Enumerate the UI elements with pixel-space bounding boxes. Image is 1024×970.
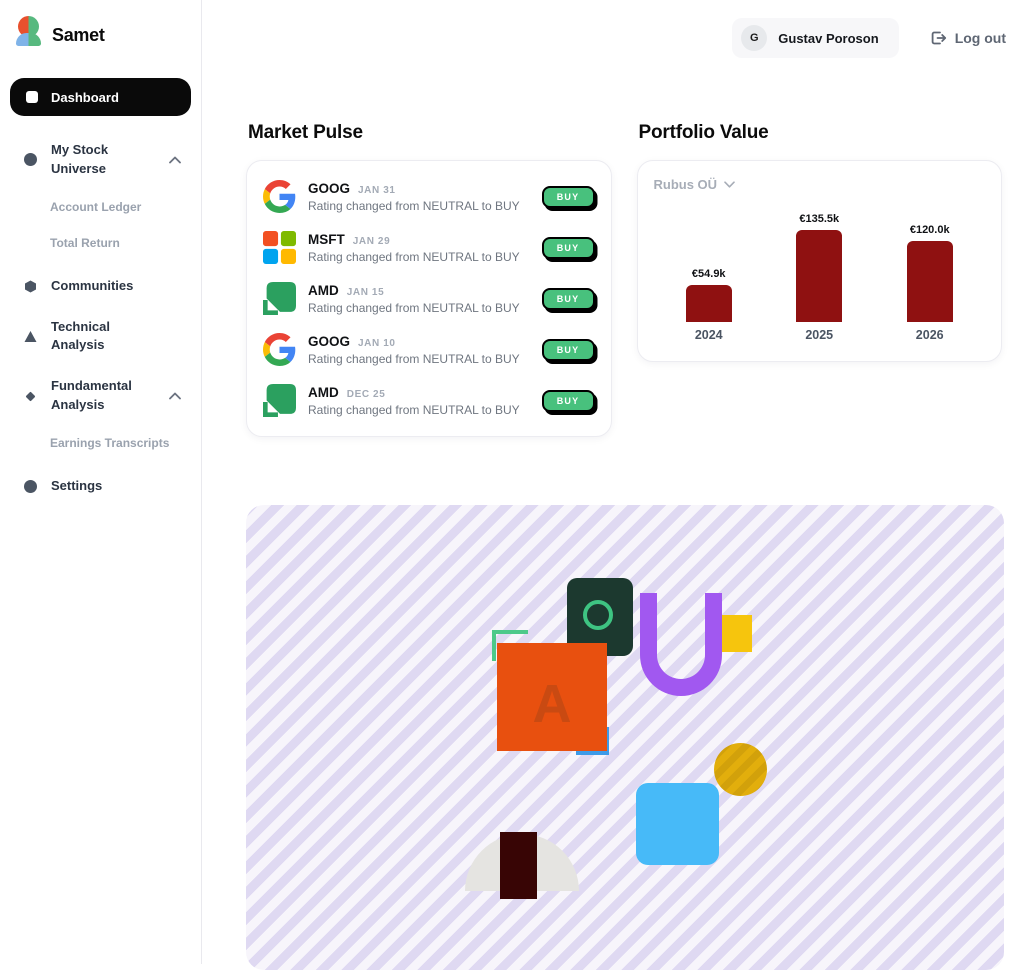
bar-2024 — [686, 285, 732, 322]
sidebar-item-label: Dashboard — [51, 90, 119, 105]
bar-category-label: 2026 — [916, 328, 944, 342]
sidebar-item-technical-analysis[interactable]: Technical Analysis — [10, 307, 191, 367]
main-content: G Gustav Poroson Log out Market Pulse — [202, 0, 1024, 964]
side-nav: Dashboard My Stock Universe Account Ledg… — [10, 78, 191, 507]
logout-icon — [929, 29, 947, 47]
gold-striped-circle — [714, 743, 767, 796]
bar-category-label: 2025 — [805, 328, 833, 342]
sidebar-item-settings[interactable]: Settings — [10, 466, 191, 507]
sidebar-item-label: My Stock Universe — [51, 141, 147, 179]
avatar: G — [741, 25, 767, 51]
buy-button[interactable]: BUY — [542, 237, 595, 259]
chevron-down-icon — [724, 181, 735, 188]
list-item: AMD JAN 15 Rating changed from NEUTRAL t… — [259, 273, 599, 324]
buy-button[interactable]: BUY — [542, 390, 595, 412]
sidebar-item-total-return[interactable]: Total Return — [10, 228, 191, 258]
circle-icon — [24, 480, 37, 493]
ticker: MSFT — [308, 232, 345, 247]
microsoft-logo-icon — [263, 231, 296, 264]
buy-button[interactable]: BUY — [542, 186, 595, 208]
google-logo-icon — [263, 180, 296, 213]
circle-icon — [24, 153, 37, 166]
topbar: G Gustav Poroson Log out — [202, 0, 1024, 64]
orange-square: A — [497, 643, 607, 751]
list-item: MSFT JAN 29 Rating changed from NEUTRAL … — [259, 222, 599, 273]
date: JAN 15 — [347, 287, 385, 298]
rating-change-text: Rating changed from NEUTRAL to BUY — [308, 301, 520, 315]
chevron-up-icon[interactable] — [169, 156, 181, 164]
bar-value-label: €120.0k — [910, 224, 950, 236]
sidebar-item-fundamental-analysis[interactable]: Fundamental Analysis — [10, 366, 191, 426]
amd-logo-icon — [263, 384, 296, 417]
bar-category-label: 2024 — [695, 328, 723, 342]
list-item: GOOG JAN 10 Rating changed from NEUTRAL … — [259, 324, 599, 375]
ticker: GOOG — [308, 334, 350, 349]
ticker: AMD — [308, 283, 339, 298]
logout-button[interactable]: Log out — [929, 29, 1006, 47]
portfolio-bar-chart: €54.9k 2024 €135.5k 2025 €120.0k — [654, 202, 986, 342]
sidebar-item-communities[interactable]: Communities — [10, 266, 191, 307]
buy-button[interactable]: BUY — [542, 339, 595, 361]
ticker: AMD — [308, 385, 339, 400]
sidebar-item-my-stock-universe[interactable]: My Stock Universe — [10, 130, 191, 190]
portfolio-section: Portfolio Value Rubus OÜ €54.9k 2024 — [637, 122, 1003, 362]
list-item: AMD DEC 25 Rating changed from NEUTRAL t… — [259, 375, 599, 426]
brand-name: Samet — [52, 25, 105, 46]
portfolio-title: Portfolio Value — [639, 122, 1003, 144]
bar-group: €120.0k 2026 — [874, 202, 984, 342]
date: JAN 29 — [353, 236, 391, 247]
sidebar-item-label: Settings — [51, 477, 102, 496]
bar-group: €135.5k 2025 — [764, 202, 874, 342]
sidebar-item-label: Fundamental Analysis — [51, 377, 147, 415]
user-name: Gustav Poroson — [778, 31, 878, 46]
brand-logo-icon — [16, 16, 42, 54]
buy-button[interactable]: BUY — [542, 288, 595, 310]
date: JAN 10 — [358, 338, 396, 349]
bar-value-label: €135.5k — [799, 213, 839, 225]
bar-2026 — [907, 241, 953, 322]
diamond-icon — [24, 390, 37, 403]
rating-change-text: Rating changed from NEUTRAL to BUY — [308, 403, 520, 417]
user-menu[interactable]: G Gustav Poroson — [732, 18, 898, 58]
portfolio-card: Rubus OÜ €54.9k 2024 €135.5k — [637, 160, 1003, 362]
sidebar-item-dashboard[interactable]: Dashboard — [10, 78, 191, 116]
maroon-rectangle — [500, 832, 537, 899]
rating-change-text: Rating changed from NEUTRAL to BUY — [308, 199, 520, 213]
logout-label: Log out — [955, 30, 1006, 46]
sidebar: Samet Dashboard My Stock Universe Accoun… — [0, 0, 202, 964]
market-pulse-title: Market Pulse — [248, 122, 612, 144]
bar-value-label: €54.9k — [692, 268, 726, 280]
account-selector[interactable]: Rubus OÜ — [654, 177, 736, 192]
date: JAN 31 — [358, 185, 396, 196]
triangle-icon — [24, 330, 37, 343]
date: DEC 25 — [347, 389, 386, 400]
account-selector-value: Rubus OÜ — [654, 177, 718, 192]
list-item: GOOG JAN 31 Rating changed from NEUTRAL … — [259, 171, 599, 222]
rating-change-text: Rating changed from NEUTRAL to BUY — [308, 352, 520, 366]
letter-a: A — [533, 673, 572, 735]
square-icon — [26, 91, 38, 103]
sidebar-item-label: Communities — [51, 277, 133, 296]
sidebar-item-account-ledger[interactable]: Account Ledger — [10, 192, 191, 222]
sidebar-item-label: Technical Analysis — [51, 318, 147, 356]
chevron-up-icon[interactable] — [169, 392, 181, 400]
decorative-illustration-panel: A — [246, 505, 1004, 970]
bar-2025 — [796, 230, 842, 322]
blue-rounded-square — [636, 783, 719, 865]
brand: Samet — [10, 14, 191, 78]
google-logo-icon — [263, 333, 296, 366]
bar-group: €54.9k 2024 — [654, 202, 764, 342]
purple-u-shape — [640, 593, 722, 696]
market-pulse-section: Market Pulse GOOG JAN 31 Rating changed … — [246, 122, 612, 437]
rating-change-text: Rating changed from NEUTRAL to BUY — [308, 250, 520, 264]
market-pulse-card: GOOG JAN 31 Rating changed from NEUTRAL … — [246, 160, 612, 437]
amd-logo-icon — [263, 282, 296, 315]
sidebar-item-earnings-transcripts[interactable]: Earnings Transcripts — [10, 428, 191, 458]
hexagon-icon — [24, 280, 37, 293]
green-ring-icon — [583, 600, 613, 630]
ticker: GOOG — [308, 181, 350, 196]
